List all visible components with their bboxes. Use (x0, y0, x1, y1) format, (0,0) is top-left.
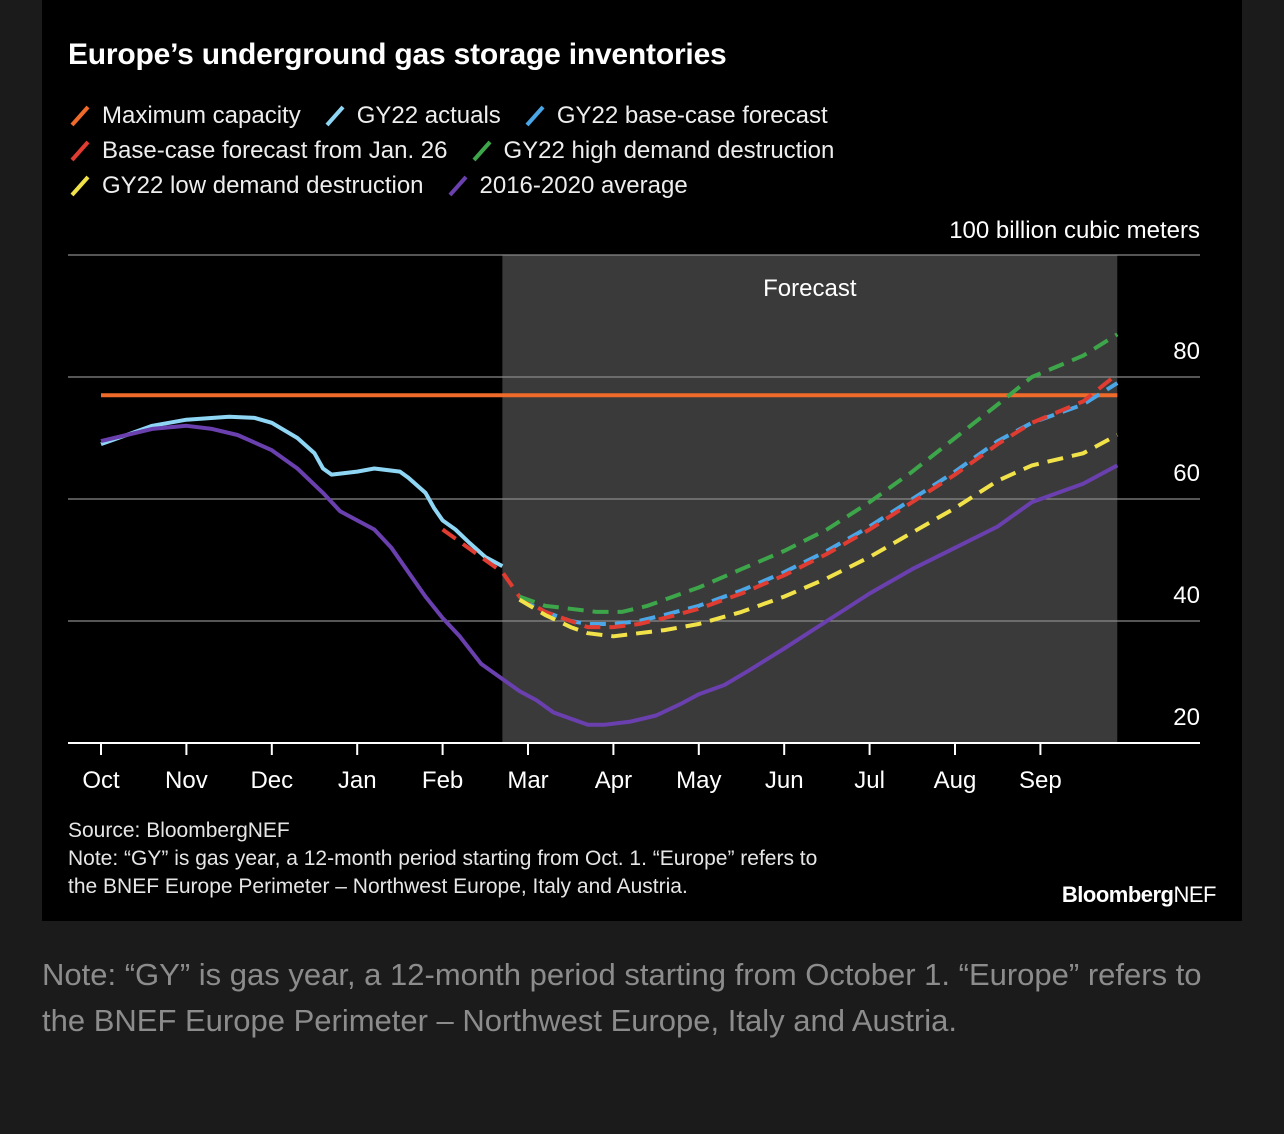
legend-swatch-icon (525, 105, 545, 126)
brand-logo: BloombergNEF (1061, 882, 1217, 908)
brand-bold: Bloomberg (1061, 882, 1174, 907)
legend-row: Maximum capacity GY22 actuals GY22 base-ca… (68, 98, 856, 133)
y-axis-unit-label: 100 billion cubic meters (949, 217, 1200, 244)
x-tick-label-jul: Jul (854, 767, 885, 794)
legend-swatch-icon (448, 175, 468, 196)
legend-label: GY22 low demand destruction (102, 171, 424, 199)
chart-plot: Forecast 100 billion cubic meters 20 40 60 80… (68, 217, 1200, 794)
y-tick-label: 80 (1173, 338, 1200, 365)
image-caption: Note: “GY” is gas year, a 12-month perio… (42, 957, 1202, 1038)
legend-item-2016-2020-average: 2016-2020 average (446, 172, 688, 200)
legend-swatch-icon (472, 140, 491, 161)
legend-label: GY22 base-case forecast (556, 101, 828, 129)
x-tick-label-oct: Oct (82, 767, 120, 794)
legend-item-base-case-forecast-from-jan-26: Base-case forecast from Jan. 26 (68, 137, 448, 165)
x-tick-label-jan: Jan (338, 767, 377, 794)
legend-swatch-icon (325, 105, 345, 126)
chart-footer: Source: BloombergNEF Note: “GY” is gas y… (68, 817, 817, 901)
legend-swatch-icon (70, 105, 90, 126)
series-line-gy22-low-demand-destruction (518, 433, 1119, 639)
x-tick-label-nov: Nov (165, 767, 208, 794)
brand-thin: NEF (1173, 882, 1217, 907)
series-line-gy22-actuals (100, 414, 504, 568)
source-text: Source: BloombergNEF (68, 819, 290, 842)
legend-row: Base-case forecast from Jan. 26 GY22 high… (68, 133, 856, 168)
legend-item-gy22-base-case-forecast: GY22 base-case forecast (523, 102, 828, 130)
chart-card: Europe’s underground gas storage invento… (42, 0, 1242, 921)
x-tick-label-dec: Dec (250, 767, 293, 794)
legend-label: Base-case forecast from Jan. 26 (102, 136, 448, 164)
x-tick-label-jun: Jun (765, 767, 804, 794)
legend-item-gy22-actuals: GY22 actuals (323, 102, 501, 130)
x-tick-label-apr: Apr (595, 767, 632, 794)
legend-item-gy22-low-demand-destruction: GY22 low demand destruction (68, 172, 424, 200)
y-tick-label: 20 (1173, 704, 1200, 731)
series-line-base-case-forecast-from-jan-26 (441, 372, 1119, 630)
legend-swatch-icon (70, 175, 90, 196)
legend-item-maximum-capacity: Maximum capacity (68, 102, 301, 130)
note-line-2: the BNEF Europe Perimeter – Northwest Eu… (68, 875, 688, 898)
forecast-label: Forecast (763, 275, 857, 302)
legend-label: Maximum capacity (102, 101, 301, 129)
legend-label: GY22 actuals (356, 101, 501, 129)
legend-row: GY22 low demand destruction 2016-2020 ave… (68, 168, 856, 203)
x-tick-label-aug: Aug (934, 767, 977, 794)
y-tick-label: 60 (1173, 460, 1200, 487)
x-tick-label-feb: Feb (422, 767, 463, 794)
x-tick-label-may: May (676, 767, 721, 794)
series-line-2016-2020-average (100, 423, 1119, 727)
series-line-gy22-high-demand-destruction (518, 332, 1119, 614)
legend-label: GY22 high demand destruction (503, 136, 835, 164)
chart-legend: Maximum capacity GY22 actuals GY22 base-ca… (68, 98, 856, 203)
note-line-1: Note: “GY” is gas year, a 12-month perio… (68, 847, 818, 870)
y-tick-label: 40 (1173, 582, 1200, 609)
chart-title: Europe’s underground gas storage invento… (68, 38, 727, 71)
x-tick-label-mar: Mar (507, 767, 548, 794)
series-line-gy22-base-case-forecast (518, 381, 1119, 626)
legend-swatch-icon (70, 140, 90, 161)
legend-item-gy22-high-demand-destruction: GY22 high demand destruction (470, 136, 835, 165)
legend-label: 2016-2020 average (479, 171, 688, 199)
x-tick-label-sep: Sep (1019, 767, 1062, 794)
